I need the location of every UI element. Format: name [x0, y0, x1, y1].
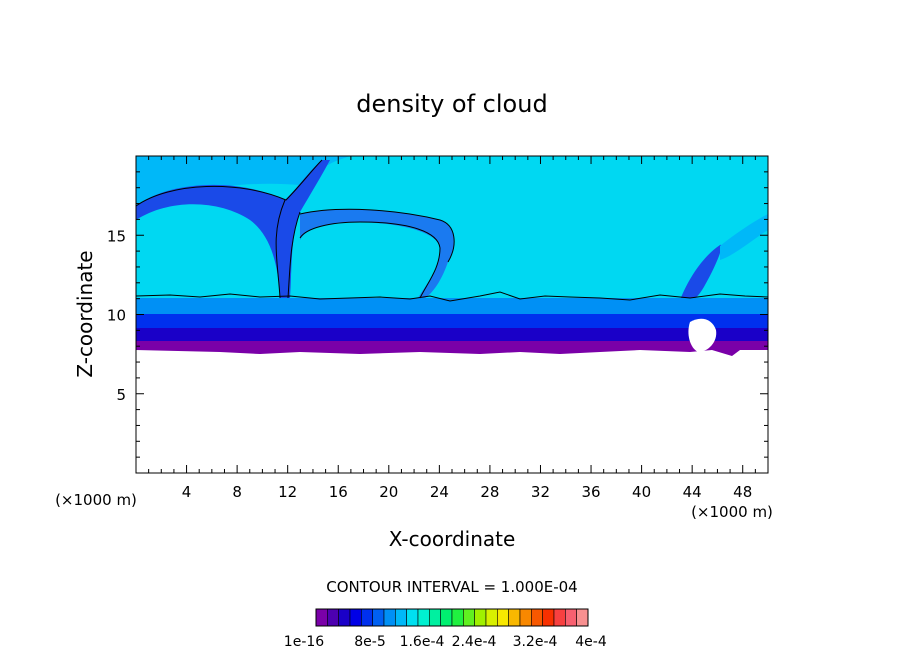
- chart-title: density of cloud: [356, 90, 547, 118]
- density-field: [136, 156, 768, 356]
- colorbar-frame: [315, 608, 589, 627]
- colorbar-swatch: [463, 608, 475, 627]
- x-tick-label: 16: [329, 483, 348, 501]
- right-edge-band: [720, 214, 768, 260]
- colorbar-swatch: [429, 608, 441, 627]
- colorbar-swatch: [315, 608, 328, 627]
- x-tick-label: 28: [480, 483, 499, 501]
- cloud-top-line: [136, 291, 768, 302]
- colorbar-swatch: [406, 608, 419, 627]
- colorbar-swatch: [497, 608, 509, 627]
- y-tick-label: 10: [107, 307, 126, 325]
- y-tick-label: 5: [116, 386, 126, 404]
- x-tick-label: 44: [683, 483, 702, 501]
- colorbar-label: 3.2e-4: [513, 634, 558, 650]
- colorbar-swatch: [451, 608, 464, 627]
- colorbar-label: 1e-16: [284, 634, 324, 650]
- colorbar-label: 4e-4: [575, 634, 607, 650]
- colorbar-swatch: [508, 608, 521, 627]
- colorbar-swatch: [553, 608, 566, 627]
- x-axis: 4 8 12 16 20 24 28 32 36 40 44 48: [148, 156, 756, 501]
- y-axis-label: Z-coordinate: [73, 250, 97, 377]
- y-axis: 5 10 15: [107, 171, 768, 458]
- left-arch: [136, 160, 330, 298]
- colorbar-swatch: [361, 608, 373, 627]
- x-tick-label: 8: [232, 483, 242, 501]
- hole-right: [688, 318, 717, 352]
- band-3: [136, 298, 768, 314]
- colorbar-swatch: [440, 608, 453, 627]
- colorbar-swatch: [576, 608, 589, 627]
- colorbar-swatch: [531, 608, 543, 627]
- colorbar-swatch: [349, 608, 362, 627]
- arch-outline: [136, 159, 323, 299]
- upper-left-band: [136, 156, 350, 212]
- ring-outline: [299, 208, 455, 299]
- x-tick-label: 48: [733, 483, 752, 501]
- x-tick-label: 40: [632, 483, 651, 501]
- upper-right-plume: [680, 244, 722, 302]
- x-tick-label: 36: [581, 483, 600, 501]
- colorbar-label: 1.6e-4: [400, 634, 445, 650]
- x-tick-label: 4: [182, 483, 192, 501]
- base-layer: [136, 341, 768, 356]
- x-tick-label: 32: [531, 483, 550, 501]
- colorbar-swatch: [542, 608, 555, 627]
- colorbar-swatch: [395, 608, 407, 627]
- colorbar-swatch: [417, 608, 430, 627]
- colorbar-swatch: [485, 608, 498, 627]
- colorbar-label: 2.4e-4: [452, 634, 497, 650]
- x-tick-label: 24: [430, 483, 449, 501]
- x-unit-right: (×1000 m): [691, 503, 773, 521]
- x-unit-left: (×1000 m): [55, 491, 137, 509]
- colorbar: [315, 608, 589, 627]
- y-tick-label: 15: [107, 227, 126, 245]
- colorbar-swatch: [519, 608, 532, 627]
- colorbar-swatch: [327, 608, 339, 627]
- band-1: [136, 328, 768, 341]
- colorbar-swatch: [383, 608, 396, 627]
- colorbar-label: 8e-5: [354, 634, 385, 650]
- contour-interval-text: CONTOUR INTERVAL = 1.000E-04: [326, 578, 577, 596]
- x-tick-label: 20: [379, 483, 398, 501]
- central-ring: [300, 209, 454, 298]
- band-2: [136, 314, 768, 328]
- x-axis-label: X-coordinate: [389, 527, 516, 551]
- colorbar-swatch: [565, 608, 577, 627]
- x-tick-label: 12: [278, 483, 297, 501]
- colorbar-swatch: [474, 608, 487, 627]
- colorbar-labels: 1e-16 8e-5 1.6e-4 2.4e-4 3.2e-4 4e-4: [284, 634, 607, 650]
- colorbar-swatch: [338, 608, 351, 627]
- colorbar-swatch: [372, 608, 385, 627]
